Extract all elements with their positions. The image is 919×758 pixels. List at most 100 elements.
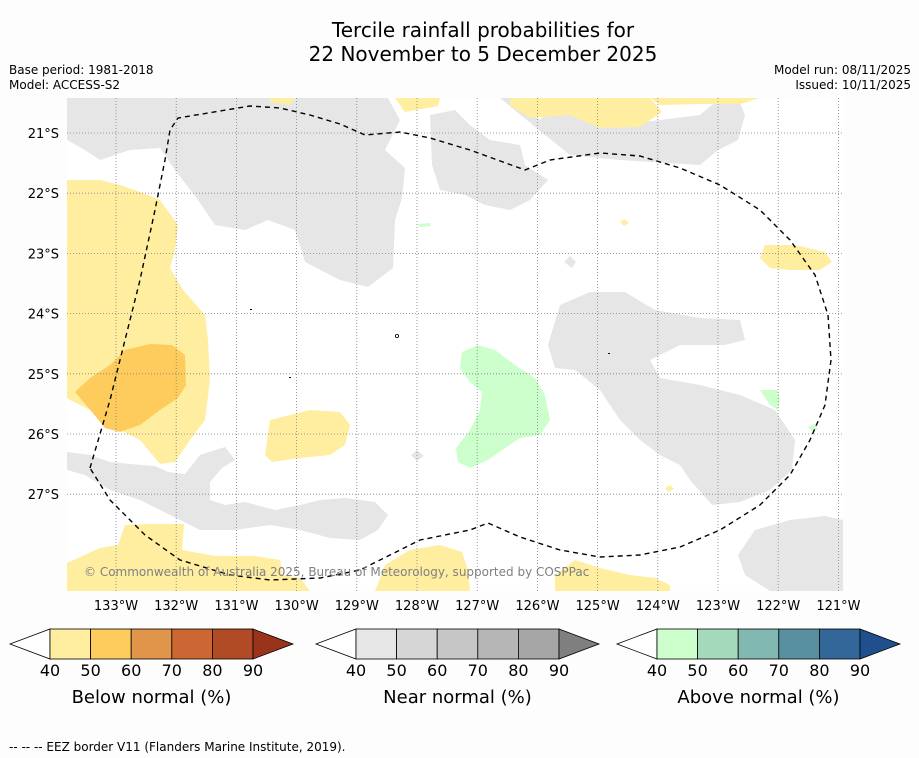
colorbar-segment: [518, 628, 560, 660]
colorbar-tick-label: 60: [427, 661, 447, 680]
colorbar-tick-label: 40: [647, 661, 667, 680]
lon-tick-label: 132°W: [154, 599, 198, 614]
lat-tick-label: 25°S: [28, 368, 59, 383]
title-line-1: Tercile rainfall probabilities for: [331, 18, 635, 42]
below-normal-region-north-2: [395, 98, 440, 112]
colorbar-segment: [737, 628, 780, 660]
colorbar-segment: [396, 628, 438, 660]
map-area: [67, 98, 843, 591]
colorbar-extend-high: [558, 628, 601, 660]
lon-tick-label: 130°W: [275, 599, 319, 614]
island-marker: [250, 309, 252, 310]
below-normal-region-north-1: [270, 98, 295, 105]
near-normal-region-southeast-corner: [738, 516, 843, 591]
meta-left: Base period: 1981-2018 Model: ACCESS-S2: [9, 63, 154, 93]
below-normal-region-north-3: [510, 98, 662, 128]
colorbar-tick-label: 80: [809, 661, 829, 680]
lon-tick-label: 129°W: [335, 599, 379, 614]
colorbar-segment: [436, 628, 479, 660]
colorbar-segment: [477, 628, 519, 660]
colorbar-tick-label: 60: [728, 661, 748, 680]
above-normal-region-center: [456, 345, 550, 468]
colorbar-1: 40 50 60 70 80 90 Below normal (%): [8, 628, 295, 708]
near-normal-speck-2: [411, 450, 424, 461]
colorbar-extend-high: [859, 628, 902, 660]
colorbar-tick-label: 90: [243, 661, 263, 680]
lon-tick-label: 123°W: [696, 599, 740, 614]
eez-border: [89, 105, 832, 581]
colorbar-segment: [90, 628, 132, 660]
issued-text: Issued: 10/11/2025: [795, 78, 911, 92]
lon-tick-label: 121°W: [816, 599, 860, 614]
below-normal-speck-1: [620, 219, 629, 226]
colorbar-title: Below normal (%): [72, 687, 232, 708]
colorbars: 40 50 60 70 80 90 Below normal (%) 40 50 60 70 80 90…: [8, 628, 902, 708]
island-marker: [289, 377, 291, 378]
colorbar-tick-label: 40: [40, 661, 60, 680]
lon-tick-label: 133°W: [94, 599, 138, 614]
above-normal-regions: [418, 223, 818, 468]
meta-right: Model run: 08/11/2025 Issued: 10/11/2025: [774, 63, 911, 93]
title-line-2: 22 November to 5 December 2025: [308, 42, 658, 66]
colorbar-tick-label: 70: [162, 661, 182, 680]
model-run-text: Model run: 08/11/2025: [773, 63, 911, 77]
colorbar-segment: [130, 628, 173, 660]
lat-tick-label: 23°S: [28, 247, 59, 262]
credit-text: © Commonwealth of Australia 2025, Bureau…: [84, 565, 590, 579]
below-normal-speck-2: [665, 485, 674, 492]
below-normal-region-center: [265, 410, 350, 462]
colorbar-tick-label: 50: [80, 661, 100, 680]
footer-text: -- -- -- EEZ border V11 (Flanders Marine…: [9, 740, 346, 754]
lon-tick-label: 126°W: [515, 599, 559, 614]
colorbar-tick-label: 50: [687, 661, 707, 680]
above-normal-speck-2: [808, 424, 818, 431]
near-normal-speck-1: [564, 256, 576, 268]
lat-tick-label: 21°S: [28, 127, 59, 142]
lat-axis: 21°S 22°S 23°S 24°S 25°S 26°S 27°S: [28, 127, 59, 503]
chart-title: Tercile rainfall probabilities for 22 No…: [0, 18, 919, 66]
below-normal-region-south-2: [375, 545, 470, 591]
below-normal-strong-region: [75, 344, 186, 432]
near-normal-region-south: [67, 447, 388, 540]
colorbar-3: 40 50 60 70 80 90 Above normal (%): [615, 628, 902, 708]
colorbar-tick-label: 60: [121, 661, 141, 680]
near-normal-region-southeast: [548, 292, 795, 505]
colorbar-tick-label: 50: [386, 661, 406, 680]
near-normal-regions: [67, 98, 843, 591]
colorbar-tick-label: 70: [468, 661, 488, 680]
island-marker: [608, 353, 610, 354]
colorbar-extend-low: [8, 628, 51, 660]
colorbar-extend-low: [314, 628, 357, 660]
colorbar-tick-label: 90: [549, 661, 569, 680]
below-normal-region-south-3: [555, 560, 670, 591]
lon-tick-label: 131°W: [214, 599, 258, 614]
colorbar-segment: [819, 628, 861, 660]
colorbar-segment: [656, 628, 698, 660]
lon-tick-label: 122°W: [756, 599, 800, 614]
colorbar-segment: [355, 628, 397, 660]
base-period-text: Base period: 1981-2018: [9, 63, 154, 77]
above-normal-speck-1: [418, 223, 431, 227]
colorbar-2: 40 50 60 70 80 90 Near normal (%): [314, 628, 601, 708]
below-normal-region-south-1: [67, 524, 310, 591]
lon-tick-label: 127°W: [455, 599, 499, 614]
colorbar-segment: [211, 628, 254, 660]
colorbar-extend-low: [615, 628, 658, 660]
island-markers: [250, 309, 610, 378]
colorbar-segment: [778, 628, 820, 660]
colorbar-tick-label: 40: [346, 661, 366, 680]
lat-tick-label: 26°S: [28, 428, 59, 443]
colorbar-tick-label: 80: [508, 661, 528, 680]
below-normal-region-north-4: [650, 98, 760, 105]
lon-axis: 133°W 132°W 131°W 130°W 129°W 128°W 127°W 126°W…: [94, 599, 861, 614]
colorbar-segment: [171, 628, 213, 660]
above-normal-region-east: [760, 390, 780, 410]
near-normal-region-north: [67, 98, 405, 287]
lon-tick-label: 124°W: [636, 599, 680, 614]
colorbar-segment: [697, 628, 739, 660]
model-text: Model: ACCESS-S2: [9, 78, 121, 92]
near-normal-region-northeast: [430, 98, 745, 210]
lat-tick-label: 27°S: [28, 488, 59, 503]
lat-tick-label: 22°S: [28, 187, 59, 202]
